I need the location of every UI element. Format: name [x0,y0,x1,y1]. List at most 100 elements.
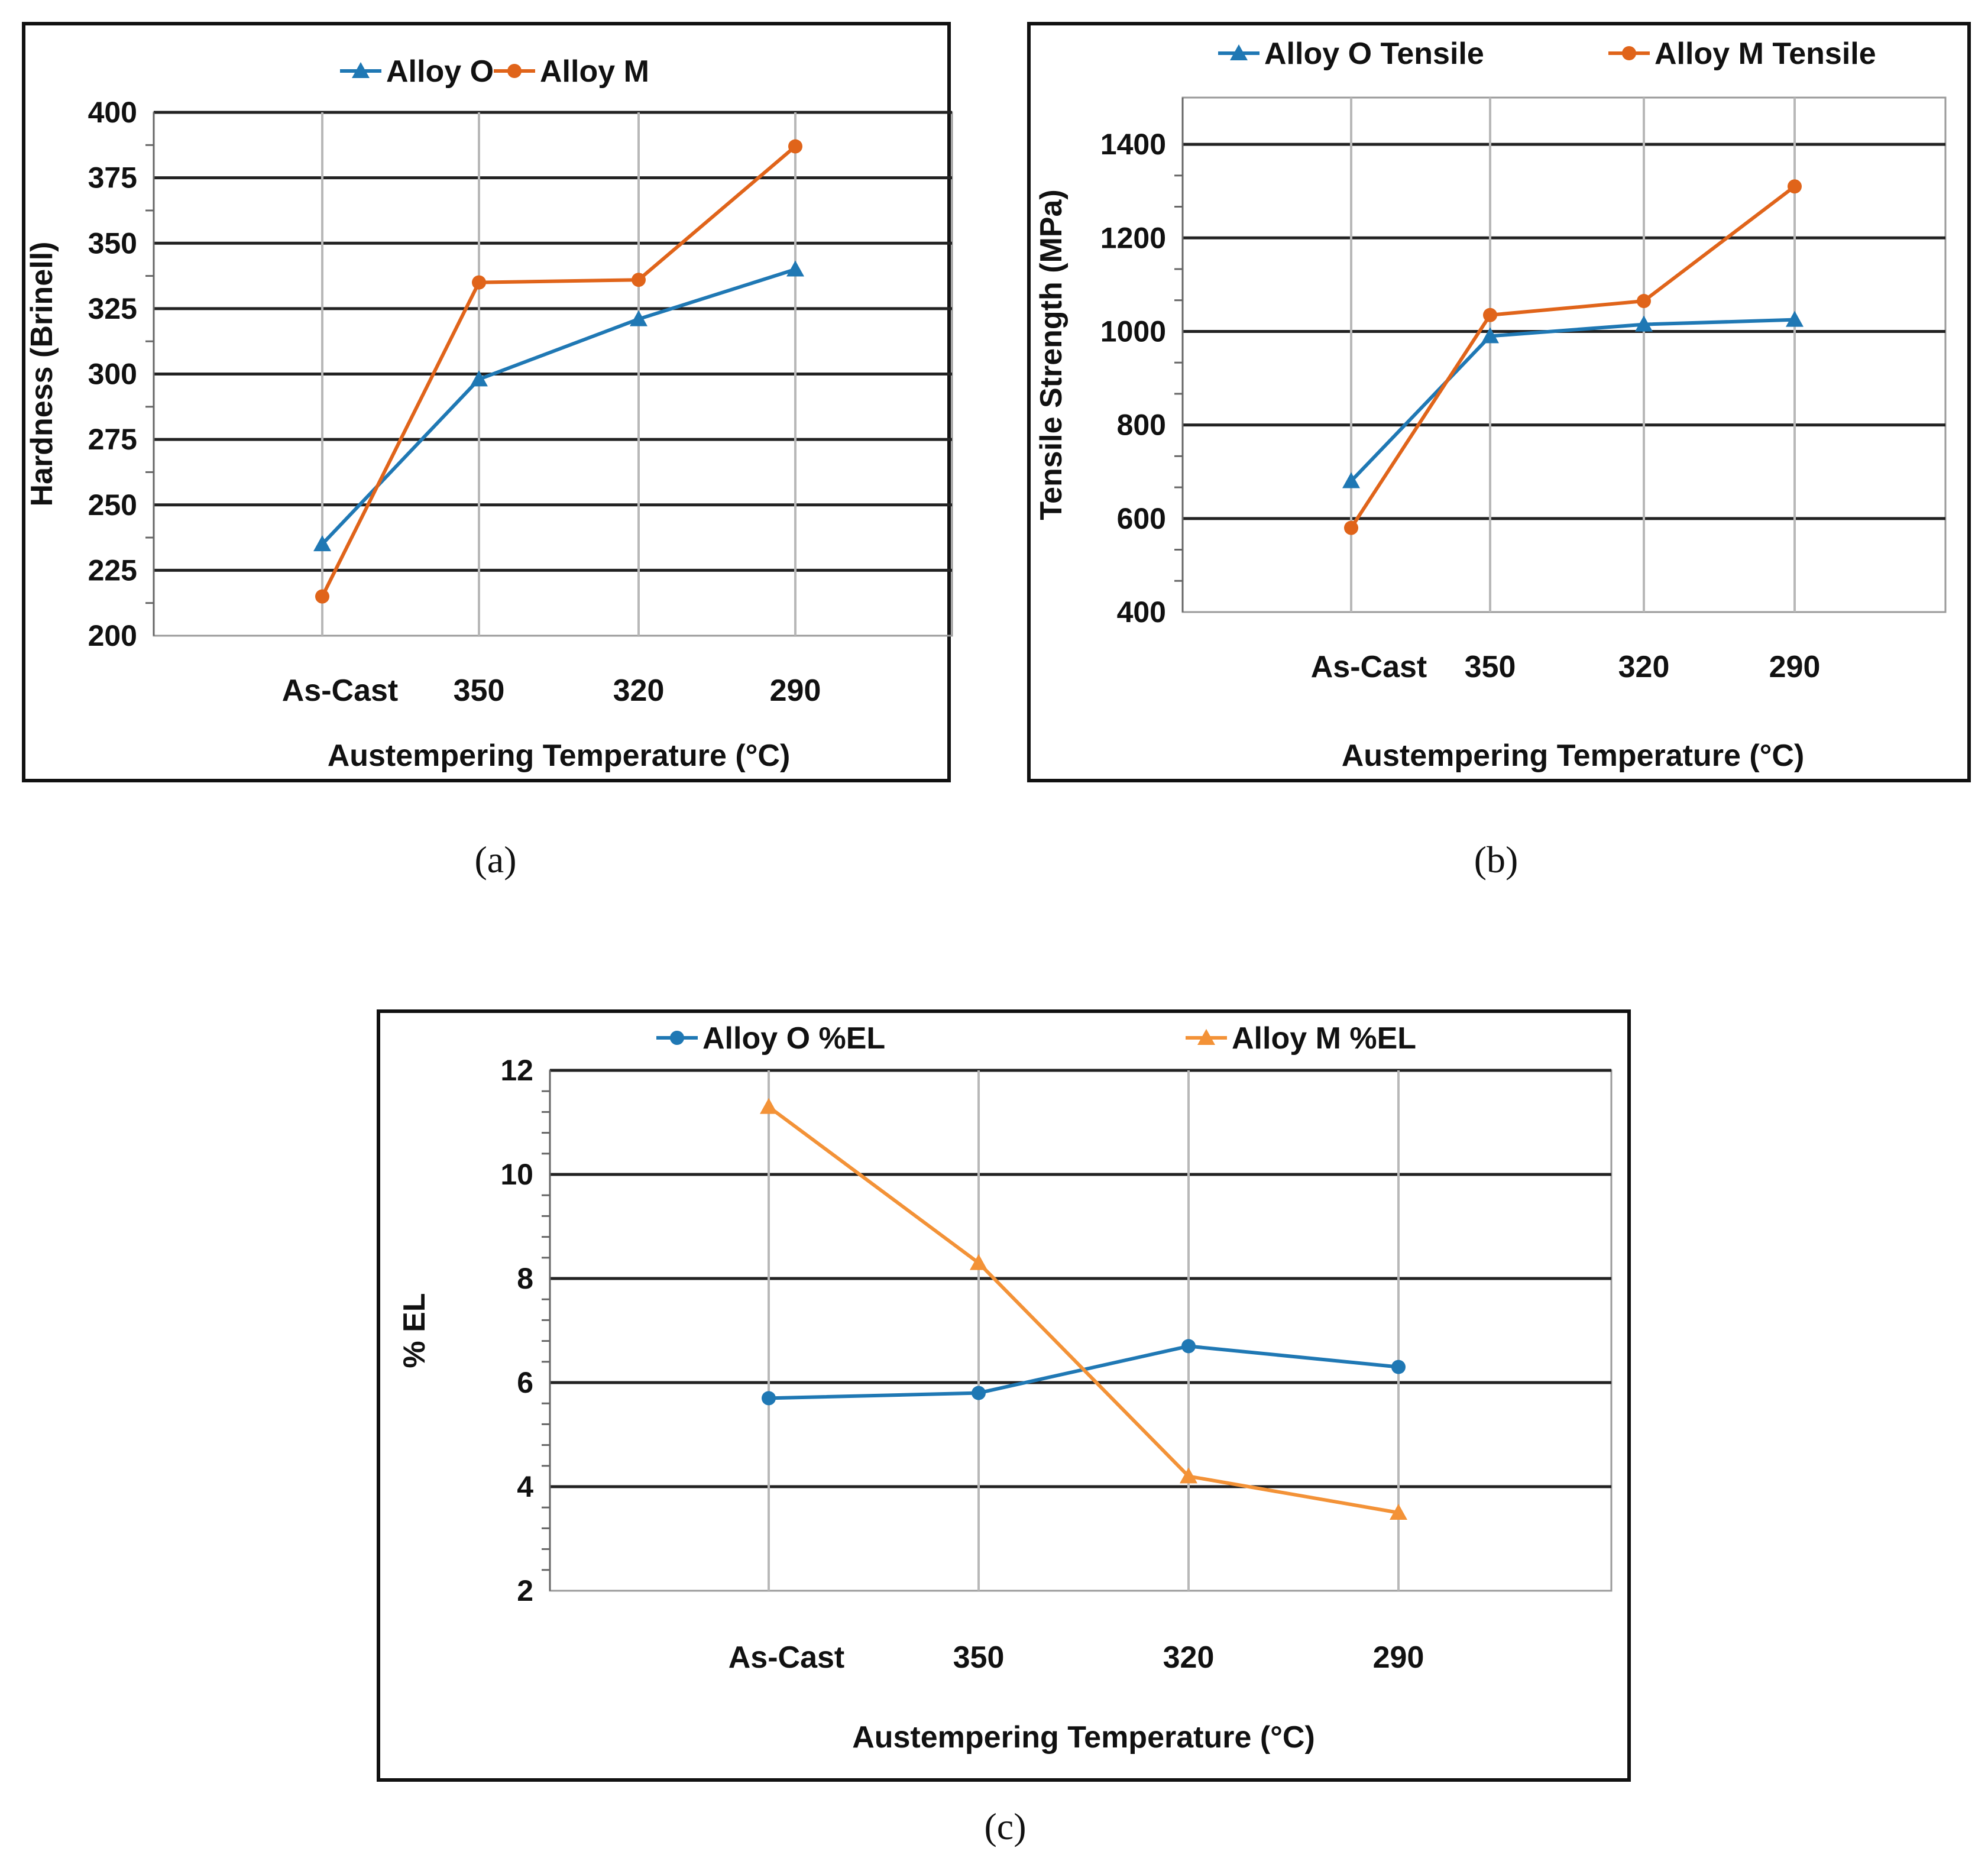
series-line [768,1105,1399,1514]
legend-label: Alloy M %EL [1232,1021,1416,1056]
x-tick-label: 320 [613,674,665,708]
y-tick-label: 250 [88,488,137,522]
data-point [1180,1467,1197,1484]
x-tick-label: 350 [953,1640,1005,1675]
data-point [315,589,329,604]
legend-entry: Alloy O Tensile [1218,37,1484,71]
y-tick-label: 375 [88,161,137,195]
legend-marker [670,1031,684,1045]
legend-label: Alloy O Tensile [1264,37,1484,71]
series-line [320,145,797,597]
legend-label: Alloy M [540,54,649,89]
chart-a-hardness: 200 225 250 275 300 325 350 375 400 As-Cast 350 320… [22,22,953,782]
legend-entry: Alloy M %EL [1186,1021,1416,1056]
y-tick-label: 325 [88,292,137,325]
data-point [970,1254,987,1270]
series-alloy-m [315,139,802,604]
y-axis-title: Tensile Strength (MPa) [1034,189,1069,520]
data-point [1483,308,1497,322]
y-tick-label: 1400 [1100,128,1166,161]
x-tick-label: As-Cast [728,1640,845,1675]
y-tick-label: 10 [500,1158,533,1191]
x-tick-label: 350 [454,674,505,708]
y-tick-label: 400 [88,96,137,129]
data-point [1637,294,1651,309]
x-axis-title: Austempering Temperature (°C) [1342,739,1805,773]
y-tick-label: 275 [88,423,137,456]
x-axis-title: Austempering Temperature (°C) [852,1720,1315,1755]
x-tick-label: As-Cast [282,674,399,708]
legend-marker [1230,44,1248,60]
caption-c: (c) [984,1805,1026,1847]
x-tick-label: 320 [1163,1640,1215,1675]
legend-label: Alloy O [386,54,494,89]
legend-marker [1197,1029,1215,1045]
chart-b-tensile-strength: 400 600 800 1000 1200 1400 As-Cast 350 320 290 Aus… [1027,22,1971,782]
chart-c-elongation: 2 4 6 8 10 12 As-Cast 350 320 290 Austempering Tem… [377,1009,1631,1782]
legend-marker [1622,46,1636,60]
x-tick-label: 290 [770,674,821,708]
y-tick-label: 200 [88,619,137,652]
caption-a: (a) [474,839,516,881]
legend-entry: Alloy O %EL [656,1021,885,1056]
series-alloy-m-tensile [1344,179,1802,535]
y-tick-label: 600 [1117,502,1166,535]
data-point [470,370,488,387]
y-axis-title: Hardness (Brinell) [25,242,59,507]
x-axis-title: Austempering Temperature (°C) [328,739,791,773]
x-tick-label: 350 [1465,650,1516,684]
legend-entry: Alloy M Tensile [1608,37,1876,71]
caption-b: (b) [1474,839,1518,881]
data-point [1786,310,1804,327]
y-tick-label: 225 [88,554,137,587]
x-tick-label: 290 [1373,1640,1424,1675]
legend-label: Alloy M Tensile [1654,37,1876,71]
legend-label: Alloy O %EL [702,1021,885,1056]
series-alloy-o [313,260,804,552]
x-tick-label: 290 [1769,650,1821,684]
y-tick-label: 4 [517,1470,533,1503]
data-point [1344,520,1358,535]
data-point [1342,472,1360,488]
data-point [786,260,804,277]
chart-frame [377,1009,1631,1782]
x-tick-label: As-Cast [1311,650,1427,684]
series-line [1349,318,1795,483]
y-tick-label: 8 [517,1262,533,1295]
legend-entry: Alloy O [340,54,494,89]
data-point [760,1098,778,1114]
series-alloy-o-tensile [1342,310,1804,488]
data-point [1481,327,1499,344]
data-point [788,139,802,154]
data-point [1788,179,1802,194]
y-tick-label: 300 [88,358,137,391]
y-tick-label: 12 [500,1054,533,1087]
chart-frame [22,22,951,782]
data-point [1635,315,1653,332]
data-point [762,1391,776,1406]
y-tick-label: 2 [517,1574,533,1607]
data-point [630,310,647,326]
y-tick-label: 1000 [1100,315,1166,348]
x-tick-label: 320 [1618,650,1670,684]
legend-entry: Alloy M [494,54,649,89]
y-axis-title: % EL [397,1293,432,1368]
legend-marker [352,62,370,78]
series-line [1349,185,1796,529]
data-point [1391,1360,1406,1374]
series-alloy-m-el [760,1098,1407,1520]
data-point [472,275,486,290]
y-tick-label: 400 [1117,595,1166,629]
legend-marker [507,64,522,78]
data-point [1181,1339,1196,1354]
data-point [632,273,646,287]
series-line [320,267,796,546]
y-tick-label: 1200 [1100,221,1166,254]
data-point [1390,1504,1407,1520]
data-point [313,535,331,552]
y-tick-label: 6 [517,1366,533,1399]
chart-frame [1027,22,1971,782]
y-tick-label: 800 [1117,409,1166,442]
y-tick-label: 350 [88,226,137,260]
